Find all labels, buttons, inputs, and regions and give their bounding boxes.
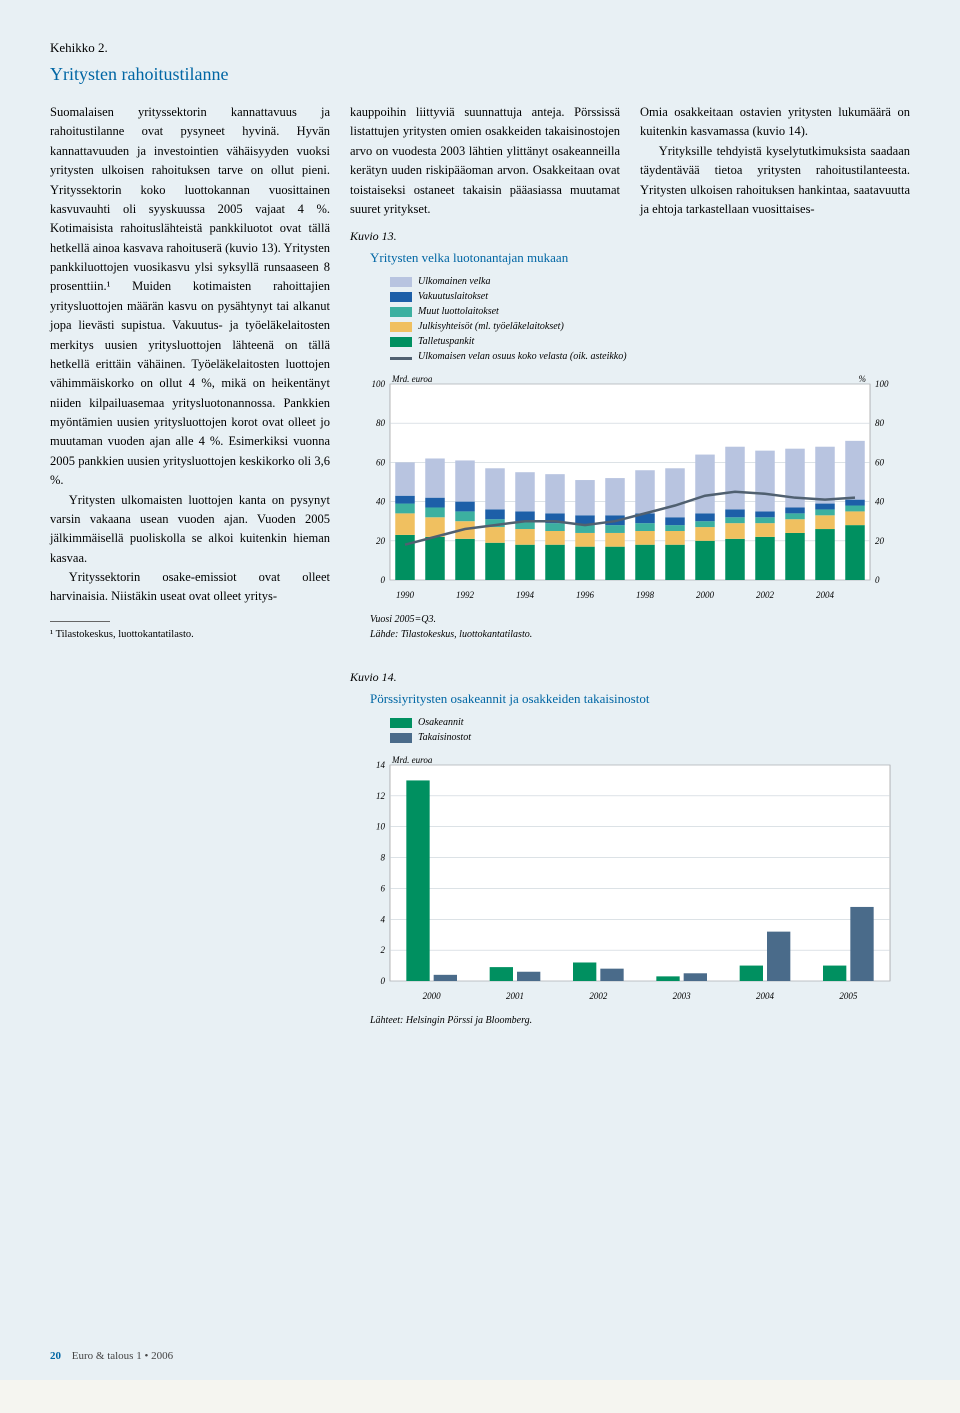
svg-text:6: 6	[381, 884, 386, 894]
svg-text:80: 80	[875, 418, 885, 428]
svg-text:40: 40	[875, 497, 885, 507]
legend-label: Takaisinostot	[418, 730, 471, 745]
svg-text:2: 2	[381, 945, 386, 955]
chart-13-caption: Kuvio 13.	[350, 229, 910, 244]
legend-swatch	[390, 292, 412, 302]
svg-text:%: %	[859, 374, 867, 384]
svg-text:1994: 1994	[516, 590, 535, 600]
svg-text:2000: 2000	[696, 590, 715, 600]
chart-14-source: Lähteet: Helsingin Pörssi ja Bloomberg.	[350, 1015, 910, 1026]
svg-text:2002: 2002	[756, 590, 775, 600]
svg-text:80: 80	[376, 418, 386, 428]
chart-13-source: Lähde: Tilastokeskus, luottokantatilasto…	[350, 629, 910, 640]
svg-text:10: 10	[376, 822, 386, 832]
right-top-columns: kauppoihin liittyviä suunnattuja anteja.…	[350, 103, 910, 219]
svg-text:Mrd. euroa: Mrd. euroa	[391, 374, 433, 384]
column-2: kauppoihin liittyviä suunnattuja anteja.…	[350, 103, 620, 219]
content-columns: Suomalaisen yrityssektorin kannattavuus …	[50, 103, 910, 1046]
legend-item: Talletuspankit	[390, 334, 910, 349]
chart-13-title: Yritysten velka luotonantajan mukaan	[350, 250, 910, 266]
legend-swatch	[390, 337, 412, 347]
svg-text:2004: 2004	[816, 590, 835, 600]
svg-text:20: 20	[875, 536, 885, 546]
svg-text:0: 0	[381, 575, 386, 585]
svg-text:12: 12	[376, 791, 386, 801]
legend-label: Vakuutuslaitokset	[418, 289, 488, 304]
publication-name: Euro & talous 1 • 2006	[72, 1350, 173, 1362]
legend-item: Osakeannit	[390, 715, 910, 730]
svg-text:Mrd. euroa: Mrd. euroa	[391, 755, 433, 765]
column-1: Suomalaisen yrityssektorin kannattavuus …	[50, 103, 330, 1046]
svg-text:4: 4	[381, 915, 386, 925]
svg-text:2000: 2000	[423, 991, 442, 1001]
chart-14-block: Kuvio 14. Pörssiyritysten osakeannit ja …	[350, 670, 910, 1026]
col1-p2: Yritysten ulkomaisten luottojen kanta on…	[50, 491, 330, 569]
legend-swatch	[390, 277, 412, 287]
page-footer: 20 Euro & talous 1 • 2006	[50, 1350, 173, 1362]
chart-13-svg: 0 0 20 20 40 40 60 60 80 80 100 100 Mrd. euroa% 1990 1…	[350, 370, 910, 610]
legend-swatch	[390, 733, 412, 743]
col1-p3: Yrityssektorin osake-emissiot ovat ollee…	[50, 568, 330, 607]
legend-swatch	[390, 357, 412, 360]
chart-14-legend: OsakeannitTakaisinostot	[350, 715, 910, 745]
legend-item: Ulkomaisen velan osuus koko velasta (oik…	[390, 349, 910, 364]
box-label: Kehikko 2.	[50, 40, 910, 56]
legend-label: Talletuspankit	[418, 334, 474, 349]
legend-swatch	[390, 718, 412, 728]
right-column-wrap: kauppoihin liittyviä suunnattuja anteja.…	[350, 103, 910, 1046]
legend-item: Takaisinostot	[390, 730, 910, 745]
svg-text:14: 14	[376, 760, 386, 770]
chart-13-note: Vuosi 2005=Q3.	[350, 614, 910, 625]
col3-p2: Yrityksille tehdyistä kyselytutkimuksist…	[640, 142, 910, 220]
legend-item: Vakuutuslaitokset	[390, 289, 910, 304]
legend-label: Ulkomainen velka	[418, 274, 490, 289]
legend-label: Osakeannit	[418, 715, 464, 730]
svg-text:100: 100	[875, 379, 889, 389]
svg-text:2002: 2002	[589, 991, 608, 1001]
footnote-1: ¹ Tilastokeskus, luottokantatilasto.	[50, 628, 330, 643]
legend-swatch	[390, 322, 412, 332]
svg-text:0: 0	[875, 575, 880, 585]
svg-text:2001: 2001	[506, 991, 524, 1001]
chart-14-svg: 0 2 4 6 8 10 12 14 Mrd. euroa 2000 2001 2002 2003 200…	[350, 751, 910, 1011]
svg-text:1998: 1998	[636, 590, 655, 600]
legend-label: Julkisyhteisöt (ml. työeläkelaitokset)	[418, 319, 564, 334]
page-number: 20	[50, 1350, 61, 1362]
chart-14-title: Pörssiyritysten osakeannit ja osakkeiden…	[350, 691, 910, 707]
chart-14-caption: Kuvio 14.	[350, 670, 910, 685]
column-3: Omia osakkeitaan ostavien yritysten luku…	[640, 103, 910, 219]
svg-text:60: 60	[875, 458, 885, 468]
svg-text:8: 8	[381, 853, 386, 863]
col1-p1: Suomalaisen yrityssektorin kannattavuus …	[50, 103, 330, 491]
svg-text:1992: 1992	[456, 590, 475, 600]
chart-13-block: Kuvio 13. Yritysten velka luotonantajan …	[350, 229, 910, 640]
svg-text:2005: 2005	[839, 991, 858, 1001]
section-title: Yritysten rahoitustilanne	[50, 64, 910, 85]
svg-text:40: 40	[376, 497, 386, 507]
page: Kehikko 2. Yritysten rahoitustilanne Suo…	[0, 0, 960, 1380]
svg-text:1996: 1996	[576, 590, 595, 600]
svg-text:0: 0	[381, 976, 386, 986]
legend-item: Julkisyhteisöt (ml. työeläkelaitokset)	[390, 319, 910, 334]
svg-text:2004: 2004	[756, 991, 775, 1001]
col3-p1: Omia osakkeitaan ostavien yritysten luku…	[640, 103, 910, 142]
footnote-rule	[50, 621, 110, 622]
svg-text:100: 100	[372, 379, 386, 389]
chart-13-legend: Ulkomainen velkaVakuutuslaitoksetMuut lu…	[350, 274, 910, 364]
svg-text:60: 60	[376, 458, 386, 468]
legend-label: Muut luottolaitokset	[418, 304, 499, 319]
legend-item: Ulkomainen velka	[390, 274, 910, 289]
svg-text:1990: 1990	[396, 590, 415, 600]
svg-text:2003: 2003	[673, 991, 692, 1001]
legend-swatch	[390, 307, 412, 317]
col2-p1: kauppoihin liittyviä suunnattuja anteja.…	[350, 103, 620, 219]
legend-item: Muut luottolaitokset	[390, 304, 910, 319]
svg-text:20: 20	[376, 536, 386, 546]
legend-label: Ulkomaisen velan osuus koko velasta (oik…	[418, 349, 627, 364]
